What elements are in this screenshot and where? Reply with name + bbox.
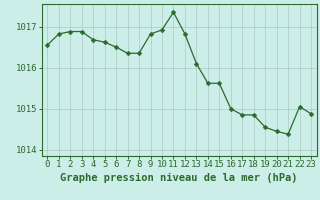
X-axis label: Graphe pression niveau de la mer (hPa): Graphe pression niveau de la mer (hPa) [60,173,298,183]
